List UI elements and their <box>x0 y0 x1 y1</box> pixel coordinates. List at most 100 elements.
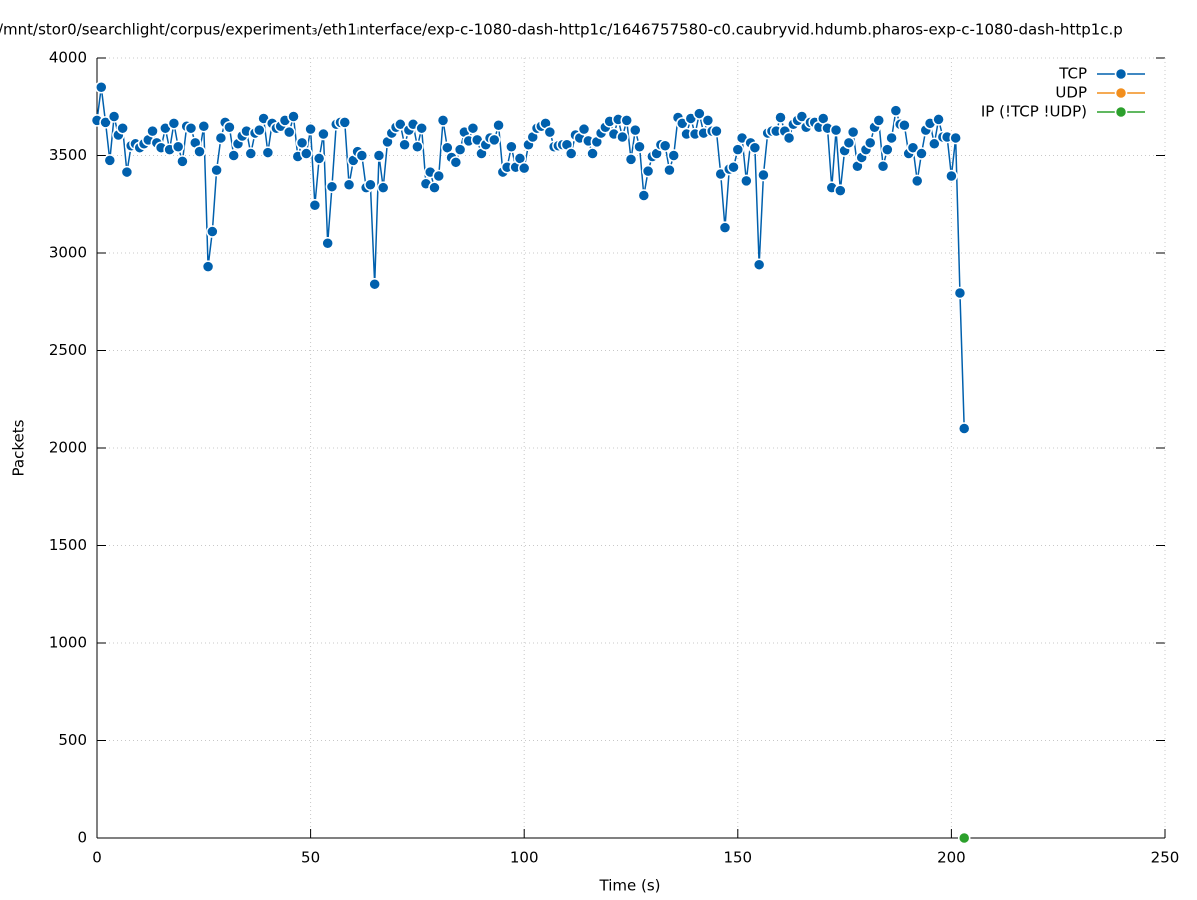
data-point <box>953 286 967 300</box>
data-point <box>312 152 326 165</box>
data-point <box>295 136 309 150</box>
data-point <box>876 159 890 173</box>
data-point <box>103 154 117 167</box>
data-point <box>355 149 369 162</box>
data-point <box>428 181 441 194</box>
data-point <box>693 107 706 120</box>
y-tick-label: 3500 <box>49 146 87 164</box>
data-point <box>710 124 723 138</box>
data-point <box>184 121 198 135</box>
x-tick-label: 150 <box>723 849 752 867</box>
data-point <box>99 116 112 129</box>
data-point <box>586 147 599 160</box>
data-point <box>829 123 843 137</box>
data-point <box>949 131 962 145</box>
data-point <box>325 180 339 193</box>
data-point <box>167 117 181 130</box>
data-point <box>910 174 924 188</box>
data-point <box>432 169 446 183</box>
data-point <box>466 121 480 135</box>
data-point <box>492 119 505 132</box>
data-point <box>957 422 971 435</box>
data-point <box>898 119 911 132</box>
data-point <box>945 169 958 183</box>
data-point <box>376 181 390 194</box>
data-point <box>846 125 860 139</box>
data-point <box>120 165 134 179</box>
x-tick-label: 200 <box>937 849 966 867</box>
data-point <box>957 831 971 845</box>
data-point <box>620 114 633 127</box>
data-point <box>342 178 356 191</box>
data-point <box>885 131 898 145</box>
data-point <box>872 114 886 127</box>
data-point <box>616 130 629 144</box>
data-point <box>197 120 211 133</box>
data-point <box>253 123 266 137</box>
data-point <box>398 138 411 152</box>
data-point <box>774 111 787 124</box>
data-point <box>364 178 377 191</box>
data-point <box>564 147 578 160</box>
x-axis-label: Time (s) <box>599 877 661 895</box>
data-point <box>505 140 518 153</box>
data-point <box>795 110 809 123</box>
data-point <box>718 221 732 234</box>
data-point <box>663 163 676 177</box>
data-point <box>633 140 646 153</box>
data-point <box>210 163 223 177</box>
data-point <box>782 131 796 145</box>
data-point <box>95 81 108 94</box>
data-point <box>881 143 894 156</box>
data-point <box>701 114 715 127</box>
data-point <box>321 237 334 250</box>
data-point <box>146 124 159 138</box>
data-point <box>372 149 386 162</box>
legend-marker <box>1114 105 1128 119</box>
data-point <box>915 147 928 160</box>
legend-label: IP (!TCP !UDP) <box>981 103 1087 121</box>
y-tick-label: 1000 <box>49 634 87 652</box>
data-point <box>223 120 236 134</box>
data-point <box>304 122 317 136</box>
data-point <box>206 225 219 238</box>
data-point <box>727 160 740 174</box>
y-axis-label: Packets <box>10 419 28 476</box>
data-point <box>193 145 206 158</box>
data-point <box>261 146 275 159</box>
data-point <box>932 113 945 126</box>
data-point <box>842 136 856 150</box>
data-point <box>394 118 407 131</box>
data-point <box>282 125 296 139</box>
data-point <box>834 184 847 197</box>
data-point <box>517 161 531 175</box>
data-point <box>667 149 680 162</box>
y-tick-label: 2500 <box>49 341 87 359</box>
data-point <box>244 147 258 160</box>
y-tick-label: 1500 <box>49 536 87 554</box>
data-point <box>300 147 313 160</box>
data-point <box>757 168 770 182</box>
data-point <box>449 156 463 169</box>
data-point <box>116 121 129 135</box>
y-tick-label: 0 <box>77 829 87 847</box>
data-point <box>287 110 300 123</box>
data-point <box>453 143 467 156</box>
data-point <box>629 123 642 137</box>
data-point <box>748 141 762 154</box>
y-tick-label: 2000 <box>49 439 87 457</box>
data-point <box>543 125 557 139</box>
data-point <box>928 137 941 151</box>
data-point <box>577 122 591 136</box>
x-tick-label: 100 <box>510 849 539 867</box>
y-tick-label: 500 <box>58 731 87 749</box>
y-tick-label: 3000 <box>49 244 87 262</box>
legend-label: UDP <box>1055 84 1087 102</box>
data-point <box>488 133 501 147</box>
x-tick-label: 50 <box>301 849 320 867</box>
data-point <box>641 164 655 178</box>
legend-marker <box>1114 67 1128 81</box>
data-point <box>107 110 121 123</box>
data-point <box>176 155 189 168</box>
